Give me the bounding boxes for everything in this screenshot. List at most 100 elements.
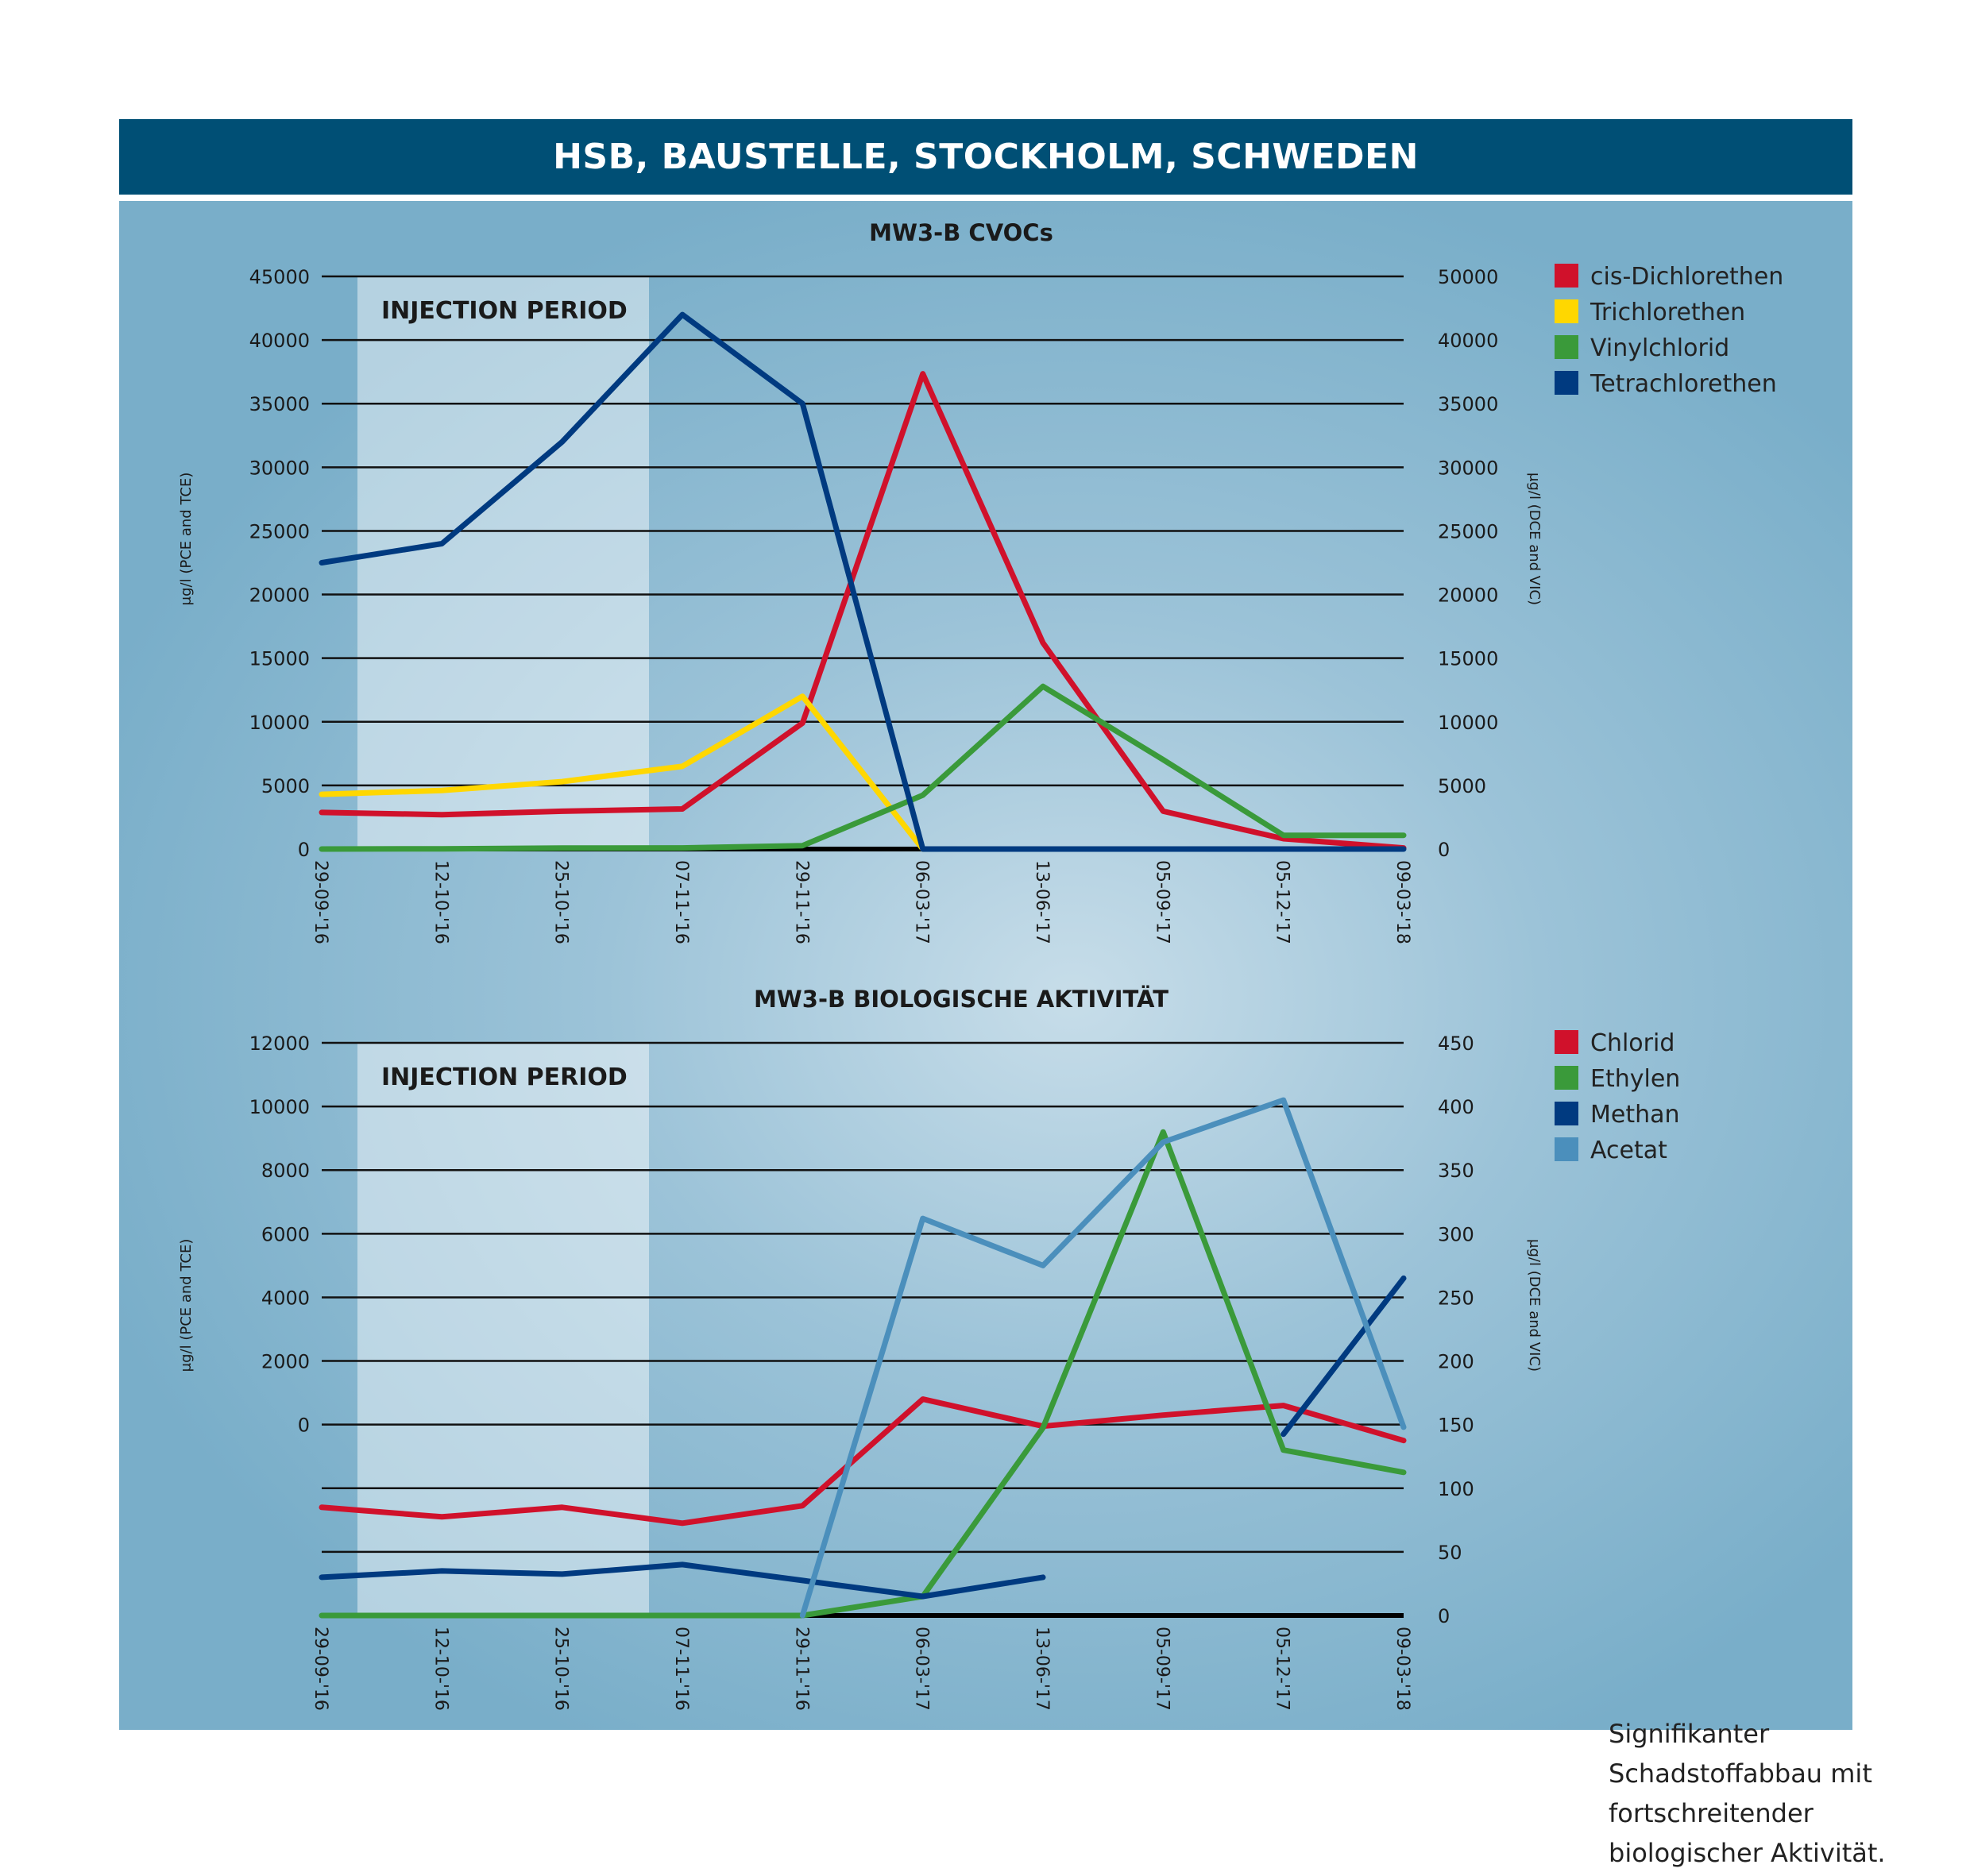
x-tick-label: 09-03-'18 xyxy=(1393,860,1412,944)
legend-label: Chlorid xyxy=(1590,1029,1674,1057)
x-tick-label: 07-11-'16 xyxy=(671,860,691,944)
x-tick-label: 29-11-'16 xyxy=(791,1627,811,1711)
x-tick-label: 25-10-'16 xyxy=(551,860,571,944)
injection-period-label: INJECTION PERIOD xyxy=(381,1063,628,1091)
y2-tick-label: 5000 xyxy=(1438,775,1486,797)
legend-label: Tetrachlorethen xyxy=(1590,370,1777,398)
y-tick-label: 30000 xyxy=(249,457,310,479)
injection-period-band xyxy=(357,276,649,849)
y-tick-label: 2000 xyxy=(261,1351,310,1373)
note-line: Schadstoffabbau mit xyxy=(1609,1758,1872,1789)
y-tick-label: 10000 xyxy=(249,712,310,734)
chart-header: HSB, BAUSTELLE, STOCKHOLM, SCHWEDEN xyxy=(119,119,1852,195)
series-line-acetat xyxy=(799,1097,1407,1619)
y2-tick-label: 150 xyxy=(1438,1415,1474,1437)
y-tick-label: 4000 xyxy=(261,1287,310,1309)
x-tick-label: 25-10-'16 xyxy=(551,1627,571,1711)
y2-tick-label: 300 xyxy=(1438,1223,1474,1245)
y-tick-label: 35000 xyxy=(249,393,310,415)
y2-tick-label: 25000 xyxy=(1438,520,1498,542)
y2-axis-label: μg/l (DCE and VIC) xyxy=(1526,473,1543,605)
legend-swatch xyxy=(1555,264,1578,288)
injection-period-label: INJECTION PERIOD xyxy=(381,297,628,325)
x-tick-label: 12-10-'16 xyxy=(431,860,450,944)
legend-swatch xyxy=(1555,299,1578,323)
x-tick-label: 09-03-'18 xyxy=(1393,1627,1412,1711)
chart-title: MW3-B CVOCs xyxy=(869,219,1053,246)
y2-tick-label: 350 xyxy=(1438,1160,1474,1182)
series-line-ethylen xyxy=(319,1129,1407,1619)
header-title: HSB, BAUSTELLE, STOCKHOLM, SCHWEDEN xyxy=(553,137,1419,177)
legend-label: Ethylen xyxy=(1590,1065,1680,1093)
y2-tick-label: 100 xyxy=(1438,1478,1474,1500)
y2-tick-label: 40000 xyxy=(1438,330,1498,352)
y2-tick-label: 0 xyxy=(1438,839,1450,861)
legend-swatch xyxy=(1555,371,1578,395)
y-tick-label: 20000 xyxy=(249,585,310,607)
x-tick-label: 12-10-'16 xyxy=(431,1627,450,1711)
y-tick-label: 12000 xyxy=(249,1033,310,1055)
series-line-tetrachlorethen xyxy=(319,311,1407,852)
chart-title: MW3-B BIOLOGISCHE AKTIVITÄT xyxy=(754,986,1168,1013)
series-line-chlorid xyxy=(319,1396,1407,1527)
series-line-methan xyxy=(319,1275,1407,1600)
y-tick-label: 40000 xyxy=(249,330,310,352)
y2-tick-label: 0 xyxy=(1438,1605,1450,1627)
note-line: biologischer Aktivität. xyxy=(1609,1838,1886,1868)
x-tick-label: 06-03-'17 xyxy=(912,1627,932,1711)
note-line: fortschreitender xyxy=(1609,1798,1814,1828)
y2-tick-label: 10000 xyxy=(1438,712,1498,734)
legend-label: Vinylchlorid xyxy=(1590,334,1729,362)
x-tick-label: 05-12-'17 xyxy=(1273,860,1292,944)
y2-tick-label: 15000 xyxy=(1438,648,1498,670)
y2-tick-label: 35000 xyxy=(1438,393,1498,415)
x-tick-label: 05-09-'17 xyxy=(1152,1627,1172,1711)
y2-tick-label: 50000 xyxy=(1438,266,1498,288)
legend-swatch xyxy=(1555,1030,1578,1054)
y2-tick-label: 30000 xyxy=(1438,457,1498,479)
y-tick-label: 8000 xyxy=(261,1160,310,1182)
legend-swatch xyxy=(1555,1066,1578,1090)
series-line-trichlorethen xyxy=(319,693,926,852)
y-axis-label: μg/l (PCE and TCE) xyxy=(178,1239,195,1372)
x-tick-label: 05-09-'17 xyxy=(1152,860,1172,944)
y-tick-label: 0 xyxy=(298,839,310,861)
y-tick-label: 25000 xyxy=(249,520,310,542)
x-tick-label: 29-09-'16 xyxy=(311,1627,330,1711)
y2-tick-label: 450 xyxy=(1438,1033,1474,1055)
y2-tick-label: 50 xyxy=(1438,1542,1462,1564)
y-tick-label: 15000 xyxy=(249,648,310,670)
y2-axis-label: μg/l (DCE and VIC) xyxy=(1526,1239,1543,1372)
y-tick-label: 0 xyxy=(298,1415,310,1437)
x-tick-label: 29-09-'16 xyxy=(311,860,330,944)
injection-period-band xyxy=(357,1043,649,1615)
series-line-vinylchlorid xyxy=(319,683,1407,852)
legend-swatch xyxy=(1555,1137,1578,1161)
y2-tick-label: 250 xyxy=(1438,1287,1474,1309)
y-tick-label: 10000 xyxy=(249,1096,310,1118)
x-tick-label: 05-12-'17 xyxy=(1273,1627,1292,1711)
x-tick-label: 13-06-'17 xyxy=(1032,1627,1052,1711)
legend-swatch xyxy=(1555,1102,1578,1125)
x-tick-label: 06-03-'17 xyxy=(912,860,932,944)
x-tick-label: 29-11-'16 xyxy=(791,860,811,944)
series-line-cis-dichlorethen xyxy=(319,371,1407,851)
legend-label: Acetat xyxy=(1590,1137,1667,1164)
x-tick-label: 07-11-'16 xyxy=(671,1627,691,1711)
y2-tick-label: 20000 xyxy=(1438,585,1498,607)
y-tick-label: 45000 xyxy=(249,266,310,288)
legend-label: Methan xyxy=(1590,1101,1680,1129)
y2-tick-label: 200 xyxy=(1438,1351,1474,1373)
chart-panel: INJECTION PERIOD MW3-B CVOCs 45000 50000 400… xyxy=(119,201,1886,1868)
y-tick-label: 6000 xyxy=(261,1223,310,1245)
legend-swatch xyxy=(1555,335,1578,359)
y-tick-label: 5000 xyxy=(261,775,310,797)
legend-label: Trichlorethen xyxy=(1590,299,1745,326)
y-axis-label: μg/l (PCE and TCE) xyxy=(178,473,195,606)
note-line: Signifikanter xyxy=(1609,1719,1770,1749)
y2-tick-label: 400 xyxy=(1438,1096,1474,1118)
summary-note: Signifikanter Schadstoffabbau mit fortsc… xyxy=(1609,1714,1895,1873)
legend-label: cis-Dichlorethen xyxy=(1590,263,1783,291)
x-tick-label: 13-06-'17 xyxy=(1032,860,1052,944)
